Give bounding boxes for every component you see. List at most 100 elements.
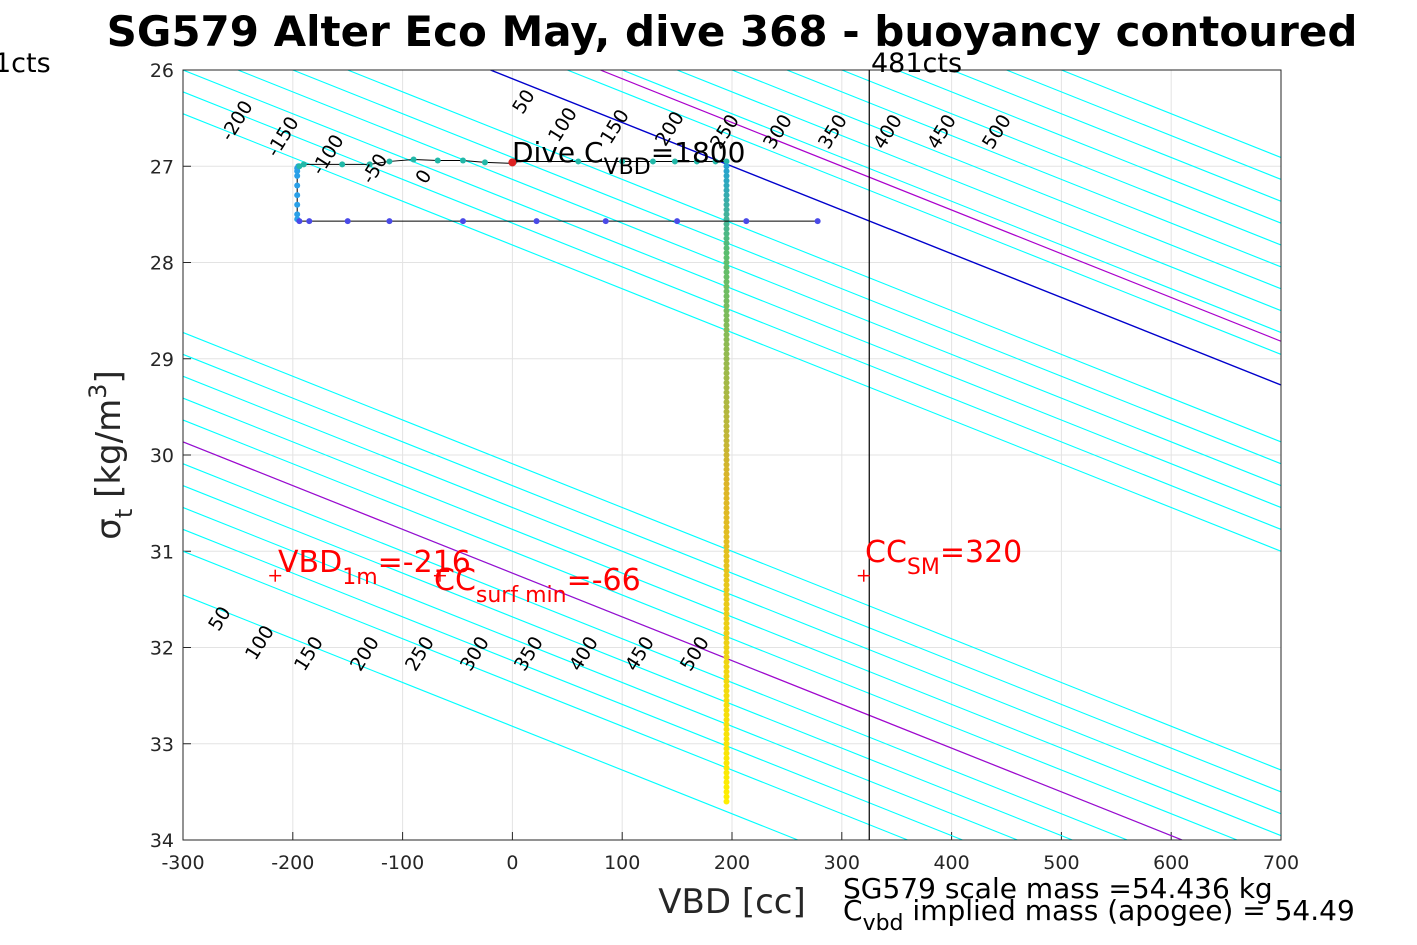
data-point [723,365,730,372]
data-point [743,218,750,225]
data-point [814,218,821,225]
data-point [723,620,730,627]
data-point [723,375,730,381]
data-point [723,298,730,304]
data-point [723,668,730,675]
contour-line [183,528,963,840]
data-point [723,452,730,458]
data-point [723,726,730,733]
right-cts-label: 481cts [871,48,962,79]
data-point [723,504,730,511]
data-point [723,437,730,444]
data-point [723,399,730,406]
data-point [723,273,730,280]
data-point [366,161,373,168]
data-point [723,750,730,757]
data-point [723,678,730,685]
data-point [712,158,719,165]
data-point [723,567,730,574]
data-point [723,764,730,771]
data-point [723,760,730,766]
data-point [294,172,301,179]
contour-line [183,463,1128,840]
data-point [723,793,730,800]
data-point [723,514,730,521]
data-point [533,218,540,225]
x-tick-label: 0 [506,852,518,874]
contour-line [786,70,1281,268]
data-point [723,307,730,314]
data-point [723,784,730,791]
data-point [723,692,730,699]
data-point [386,158,393,165]
data-point [723,413,730,420]
data-point [723,500,730,507]
data-point [723,634,730,641]
contour-line [183,419,1238,840]
data-point [723,240,730,247]
data-point [723,798,730,805]
data-point [296,218,303,225]
data-point [723,370,730,377]
data-point [723,716,730,723]
data-point [723,423,730,430]
contour-line [676,70,1281,312]
data-point [723,442,730,449]
data-point [294,182,301,189]
contour-line [841,70,1281,246]
data-point [693,158,700,165]
data-point [723,177,730,184]
data-point [723,331,730,338]
data-point [649,158,656,165]
data-point [723,615,730,622]
y-tick-label: 32 [150,638,174,660]
data-point [723,572,730,579]
contour-line [183,594,799,840]
contour-line [292,70,1281,465]
cc-sm-label: CCSM=320 [865,535,1022,580]
tick-labels: -300 -200 -100 0 100 200 300 400 500 600 700 26 27 28… [150,60,1299,874]
start-marker [508,158,517,167]
data-point [723,476,730,483]
data-point [294,201,301,208]
data-point [723,601,730,608]
data-point [434,157,441,164]
contour-line [567,70,1281,355]
data-point [723,221,730,227]
data-point [723,456,730,463]
data-point [723,288,730,295]
data-point [671,158,678,165]
data-point [723,264,730,271]
data-point [294,211,301,218]
data-point [723,427,730,434]
x-tick-label: -300 [161,852,204,874]
data-point [723,586,730,593]
data-point [723,259,730,266]
contour-line [183,353,1281,793]
data-point [723,735,730,742]
contour-line [896,70,1281,224]
data-point [723,485,730,492]
dive-c-vbd-label: Dive CVBD=1800 [512,136,745,180]
y-axis-label: σt [kg/m3] [84,370,138,539]
left-cts-label: 1cts [0,48,51,79]
data-point [723,577,730,584]
data-point [723,543,730,550]
data-point [723,379,730,386]
data-point [723,639,730,646]
data-point [723,196,730,203]
contour-line [183,506,1018,840]
data-point [723,466,730,473]
y-tick-label: 29 [150,349,174,371]
x-tick-label: -200 [271,852,314,874]
data-point [723,269,730,276]
data-point [723,702,730,709]
contour-line [183,113,1281,552]
data-point [723,283,730,290]
data-point [723,211,730,218]
y-tick-label: 26 [150,60,174,82]
data-point [723,341,730,348]
x-tick-label: 200 [714,852,750,874]
data-point [723,480,730,487]
data-point [674,218,681,225]
